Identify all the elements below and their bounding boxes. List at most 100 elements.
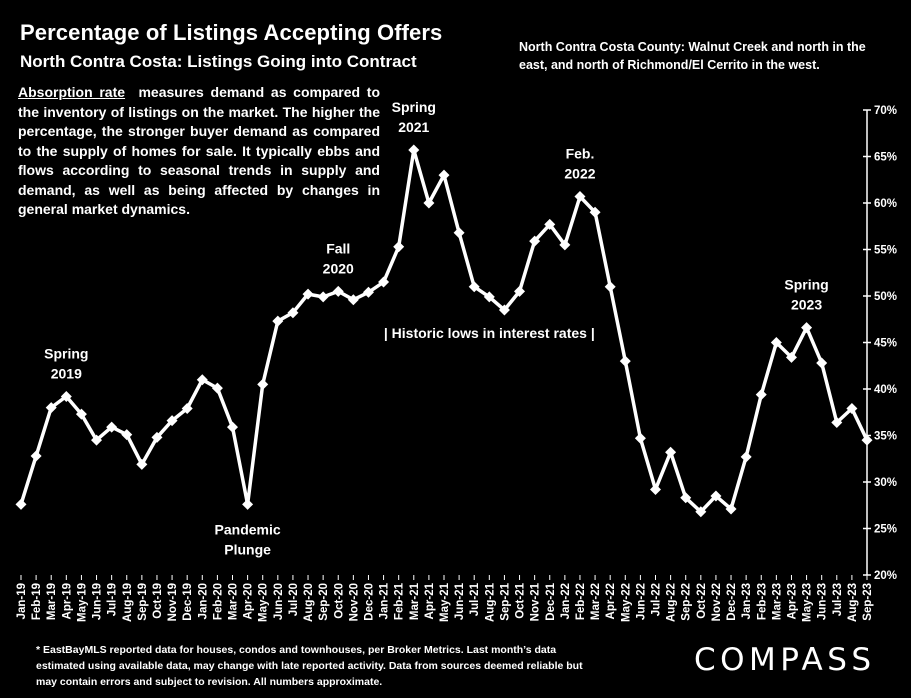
data-point — [45, 402, 57, 414]
annotation-label: 2023 — [791, 297, 822, 313]
data-point — [106, 421, 118, 433]
region-note: North Contra Costa County: Walnut Creek … — [519, 40, 866, 72]
y-tick-label: 20% — [874, 570, 897, 582]
x-tick-label: Mar-21 — [409, 582, 421, 620]
data-point — [362, 286, 374, 298]
x-tick-label: Nov-22 — [711, 583, 723, 621]
x-tick-label: Mar-23 — [771, 583, 783, 620]
x-tick-label: May-19 — [76, 583, 88, 622]
data-point — [604, 281, 616, 293]
data-point — [529, 235, 541, 247]
data-point — [680, 492, 692, 504]
data-point — [378, 276, 390, 288]
x-tick-label: Jan-19 — [16, 583, 28, 619]
data-point — [227, 421, 238, 433]
data-point — [483, 291, 495, 303]
x-tick-label: Feb-21 — [394, 582, 406, 620]
data-point — [60, 390, 72, 402]
x-tick-label: Sep-20 — [318, 583, 330, 621]
y-tick-label: 25% — [874, 524, 897, 536]
data-point — [574, 190, 586, 202]
y-tick-label: 30% — [874, 477, 897, 489]
data-point — [438, 169, 450, 181]
data-point — [75, 408, 87, 420]
x-tick-label: Jan-20 — [197, 583, 209, 619]
x-tick-label: Jan-22 — [560, 583, 572, 619]
annotation-label: Spring — [44, 345, 88, 361]
data-point — [740, 451, 752, 463]
x-tick-label: Apr-20 — [243, 583, 255, 619]
data-point — [257, 378, 269, 390]
x-tick-label: Oct-19 — [152, 583, 164, 619]
description: Absorption rate measures demand as compa… — [18, 83, 380, 220]
line-chart: 20%25%30%35%40%45%50%55%60%65%70%Jan-19 F… — [15, 99, 897, 622]
y-tick-label: 45% — [874, 338, 897, 350]
chart-subtitle: North Contra Costa: Listings Going into … — [20, 52, 417, 71]
x-tick-label: Jul-20 — [288, 583, 300, 616]
data-point — [846, 403, 858, 415]
data-point — [408, 144, 420, 156]
x-tick-label: Apr-19 — [61, 583, 73, 619]
data-point — [695, 506, 707, 518]
description-text: measures demand as compared to the inven… — [18, 84, 381, 217]
data-point — [393, 241, 405, 253]
x-tick-label: Aug-21 — [484, 582, 496, 622]
x-tick-label: Jun-20 — [273, 583, 285, 620]
data-point — [151, 431, 163, 443]
data-point — [755, 389, 767, 401]
data-point — [211, 382, 223, 394]
x-tick-label: Sep-19 — [137, 583, 149, 621]
x-tick-label: Jun-23 — [817, 583, 829, 620]
x-tick-label: Jul-23 — [832, 583, 844, 616]
x-tick-label: Nov-19 — [167, 583, 179, 621]
annotation-label: 2021 — [398, 119, 429, 135]
footnote: * EastBayMLS reported data for houses, c… — [36, 644, 583, 688]
x-tick-label: Jun-21 — [454, 582, 466, 620]
x-tick-label: Feb-19 — [31, 583, 43, 620]
x-tick-label: Feb-22 — [575, 583, 587, 620]
x-tick-label: Nov-21 — [530, 582, 542, 621]
data-point — [272, 315, 284, 327]
x-tick-label: May-20 — [258, 583, 270, 622]
data-point — [121, 429, 133, 441]
data-point — [831, 416, 843, 428]
annotation-label: 2022 — [564, 165, 595, 181]
y-tick-label: 50% — [874, 291, 897, 303]
annotation-label: Pandemic — [215, 521, 281, 537]
x-tick-label: Jun-22 — [635, 583, 647, 620]
x-tick-label: Mar-20 — [228, 583, 240, 620]
x-tick-label: Dec-22 — [726, 583, 738, 621]
data-point — [785, 351, 797, 363]
chart-title: Percentage of Listings Accepting Offers — [20, 20, 443, 45]
y-tick-label: 60% — [874, 198, 897, 210]
x-tick-label: Apr-21 — [424, 582, 436, 619]
data-point — [619, 355, 631, 367]
x-tick-label: May-22 — [620, 583, 632, 622]
x-tick-label: Sep-22 — [681, 583, 693, 621]
x-tick-label: Jan-21 — [379, 582, 391, 619]
data-point — [242, 498, 254, 510]
data-point — [287, 307, 299, 319]
annotation-label: Feb. — [566, 145, 595, 161]
y-tick-label: 40% — [874, 384, 897, 396]
data-point — [634, 432, 646, 444]
x-tick-label: Jul-19 — [107, 583, 119, 616]
x-tick-label: Oct-20 — [333, 583, 345, 619]
compass-logo: COMPASS — [694, 642, 876, 678]
data-point — [317, 291, 329, 303]
data-point — [347, 294, 359, 306]
y-tick-label: 70% — [874, 105, 897, 117]
x-tick-label: Jan-23 — [741, 583, 753, 619]
description-term: Absorption rate — [18, 84, 126, 100]
annotation-label: Fall — [326, 240, 350, 256]
data-point — [302, 288, 314, 300]
data-point — [166, 415, 178, 427]
data-point — [770, 337, 782, 348]
x-tick-label: Apr-22 — [605, 583, 617, 619]
data-point — [15, 498, 27, 510]
annotation-label: Spring — [784, 277, 828, 293]
interest-rate-note: | Historic lows in interest rates | — [384, 325, 595, 341]
annotation-label: 2020 — [323, 260, 354, 276]
annotation-label: Plunge — [224, 541, 271, 557]
data-point — [665, 446, 677, 458]
